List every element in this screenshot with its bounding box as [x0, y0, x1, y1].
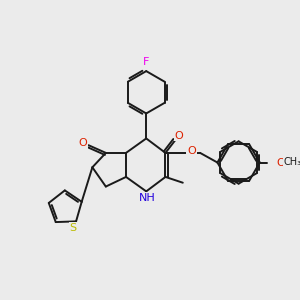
Text: O: O: [175, 130, 183, 141]
Text: O: O: [277, 158, 285, 167]
Text: F: F: [143, 58, 149, 68]
Text: S: S: [70, 223, 77, 233]
Text: CH₃: CH₃: [284, 157, 300, 166]
Text: O: O: [187, 146, 196, 156]
Text: O: O: [78, 138, 87, 148]
Text: NH: NH: [139, 193, 156, 203]
